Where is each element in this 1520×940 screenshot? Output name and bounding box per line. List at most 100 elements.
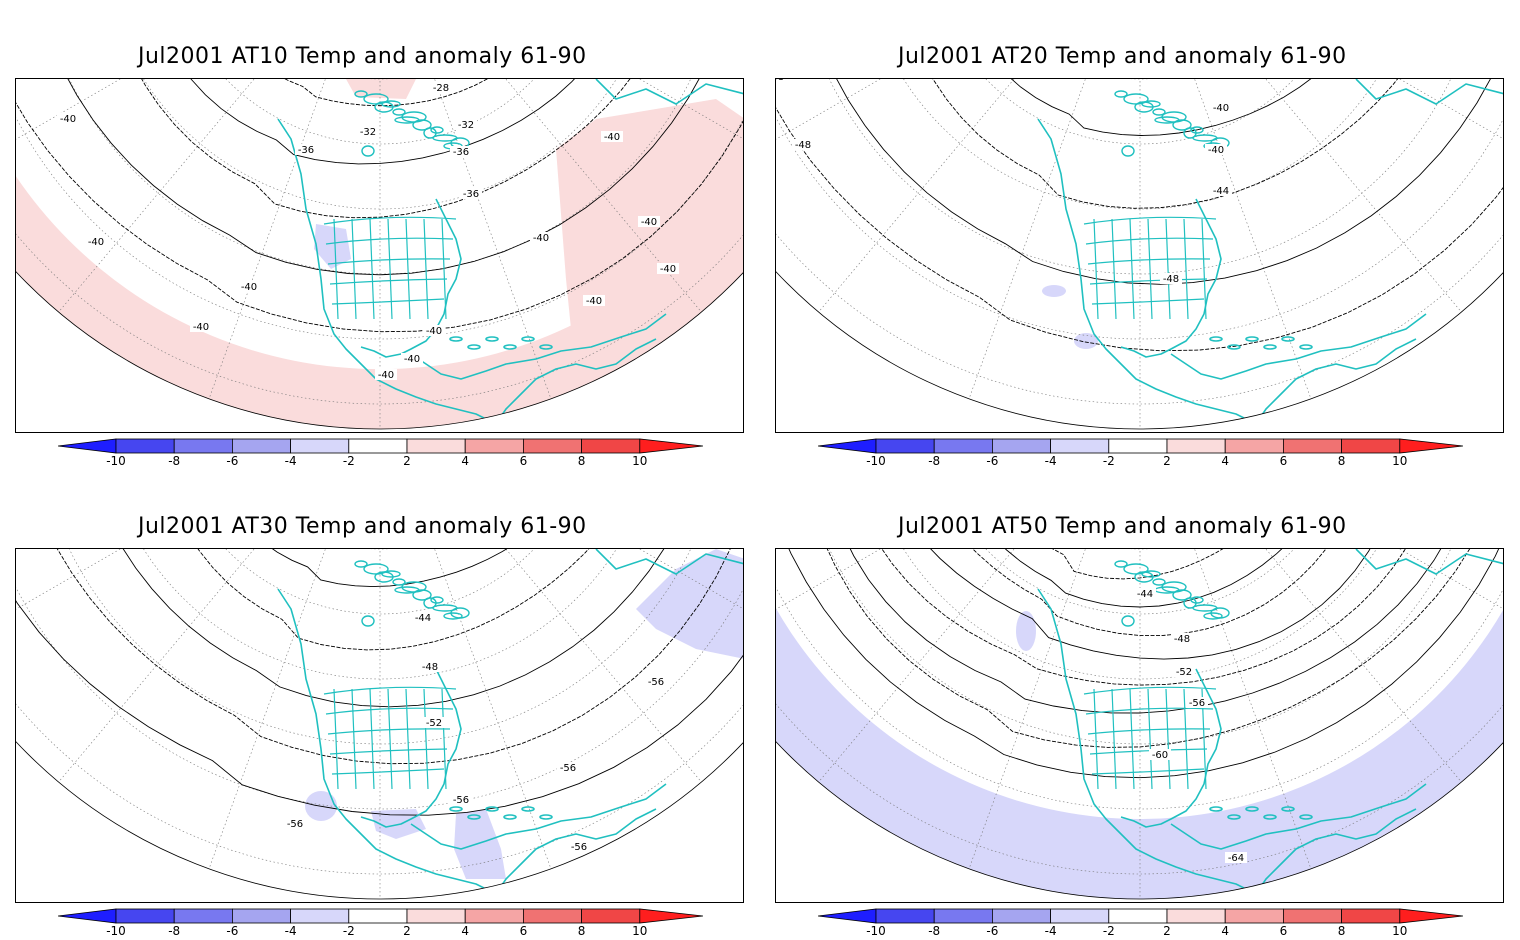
latitude-gridline bbox=[829, 79, 1451, 275]
greenland-coast bbox=[595, 549, 743, 575]
contour-label-bg bbox=[375, 369, 397, 380]
colorbar-segment bbox=[1341, 908, 1401, 924]
colorbar-segment bbox=[581, 438, 641, 454]
island bbox=[521, 806, 535, 812]
colorbar-at50: -10 -8 -6 -4 -2 2 4 6 8 10 bbox=[818, 908, 1463, 938]
contour-label: -56 bbox=[287, 819, 303, 830]
contour-label-bg bbox=[430, 82, 452, 93]
colorbar-tick-label: -2 bbox=[342, 924, 355, 938]
south-america-coast bbox=[495, 808, 657, 895]
colorbar-tick-label: -10 bbox=[106, 454, 126, 468]
state-borders bbox=[323, 686, 457, 790]
contour-label: -40 bbox=[426, 326, 442, 337]
colorbar-segment bbox=[406, 438, 466, 454]
contour-label-bg bbox=[1173, 666, 1195, 677]
contour-label: -32 bbox=[458, 120, 474, 131]
contour-label-bg bbox=[450, 146, 472, 157]
meridian-gridline bbox=[1194, 79, 1312, 399]
colorbar-svg bbox=[818, 438, 1463, 454]
island bbox=[467, 344, 481, 350]
island bbox=[503, 814, 517, 820]
contour-lines bbox=[788, 549, 1500, 779]
colorbar-tick-label: 10 bbox=[632, 454, 648, 468]
island bbox=[485, 336, 499, 342]
colorbar-arrow-left bbox=[58, 438, 117, 454]
contour-label-bg bbox=[412, 612, 434, 623]
colorbar-segment bbox=[1108, 438, 1168, 454]
map-at50: -44 -48 -52 -56 -60 -64 bbox=[775, 548, 1504, 903]
colorbar-segment bbox=[115, 438, 175, 454]
contour-label-bg bbox=[792, 139, 814, 150]
isotherm bbox=[1004, 549, 1283, 608]
island bbox=[1299, 344, 1313, 350]
isotherm bbox=[190, 79, 575, 165]
negative-anomaly-patch bbox=[1042, 285, 1066, 297]
isotherm bbox=[141, 79, 631, 219]
colorbar-segment bbox=[1050, 908, 1110, 924]
colorbar-tick-label: 8 bbox=[1337, 454, 1346, 468]
isotherm bbox=[1010, 79, 1312, 136]
colorbar-tick-label: -6 bbox=[226, 454, 239, 468]
colorbar-tick-label: -2 bbox=[342, 454, 355, 468]
map-at10: -28 -32 -32 -36 -36 -36 -40 -40 -40 -40 -40 -40 -40-… bbox=[15, 78, 744, 433]
isotherm bbox=[972, 549, 1327, 637]
colorbar-segment bbox=[1224, 908, 1284, 924]
hemisphere-mask bbox=[16, 79, 743, 432]
contour-label: -40 bbox=[533, 233, 549, 244]
colorbar-at20: -10 -8 -6 -4 -2 2 4 6 8 10 bbox=[818, 438, 1463, 468]
west-coast bbox=[277, 588, 510, 902]
meridian-gridline bbox=[16, 549, 121, 610]
south-america-coast bbox=[495, 338, 657, 425]
island bbox=[467, 814, 481, 820]
negative-anomaly-patch bbox=[314, 224, 351, 269]
contour-label: -56 bbox=[453, 795, 469, 806]
contour-label: -56 bbox=[571, 842, 587, 853]
panel-title-at50: Jul2001 AT50 Temp and anomaly 61-90 bbox=[898, 514, 1347, 539]
contour-label: -36 bbox=[298, 145, 314, 156]
meridian-gridline bbox=[505, 549, 702, 783]
contour-label-bg bbox=[1160, 273, 1182, 284]
contour-label-bg bbox=[238, 281, 260, 292]
colorbar-segment bbox=[875, 438, 935, 454]
contour-label-bg bbox=[776, 79, 787, 82]
contour-label-bg bbox=[1225, 852, 1247, 863]
state-borders bbox=[1083, 216, 1217, 320]
positive-anomaly-ring bbox=[16, 79, 743, 429]
contour-label-bg bbox=[657, 263, 679, 274]
colorbar-tick-label: 10 bbox=[1392, 454, 1408, 468]
contour-label-bg bbox=[423, 717, 445, 728]
isotherm bbox=[16, 600, 743, 816]
colorbar-tick-label: 8 bbox=[577, 454, 586, 468]
island bbox=[1281, 806, 1295, 812]
contour-label: -36 bbox=[453, 147, 469, 158]
colorbar-arrow-right bbox=[639, 908, 703, 924]
state-borders bbox=[1083, 686, 1217, 790]
contour-label-bg bbox=[423, 325, 445, 336]
colorbar-segment bbox=[348, 908, 408, 924]
positive-anomaly-arctic bbox=[346, 79, 416, 99]
contour-label: -32 bbox=[360, 127, 376, 138]
contour-label-bg bbox=[57, 113, 79, 124]
colorbar-tick-label: -2 bbox=[1102, 454, 1115, 468]
contour-label-bg bbox=[557, 762, 579, 773]
colorbar-segment bbox=[1050, 438, 1110, 454]
caribbean-coast bbox=[410, 783, 667, 850]
colorbar-arrow-left bbox=[818, 908, 877, 924]
contour-label-bg bbox=[583, 295, 605, 306]
colorbar-tick-label: -4 bbox=[1044, 454, 1057, 468]
contour-label-bg bbox=[460, 188, 482, 199]
contour-lines bbox=[776, 79, 1503, 352]
isotherm bbox=[56, 549, 731, 765]
coastline bbox=[1037, 79, 1503, 432]
colorbar-tick-label: 2 bbox=[403, 454, 411, 468]
map-canvas-at10: -28-32-32-36 -36-36-40-40-40 -40-40-40-40-… bbox=[16, 79, 743, 432]
isotherm bbox=[881, 549, 1406, 686]
hemisphere-edge bbox=[776, 271, 1503, 430]
colorbar-tick-label: 10 bbox=[1392, 924, 1408, 938]
island bbox=[539, 814, 553, 820]
colorbar-tick-label: 6 bbox=[1279, 924, 1288, 938]
contour-label: -40 bbox=[378, 370, 394, 381]
contour-label-bg bbox=[357, 126, 379, 137]
island bbox=[1299, 814, 1313, 820]
contour-label-bg bbox=[401, 353, 423, 364]
